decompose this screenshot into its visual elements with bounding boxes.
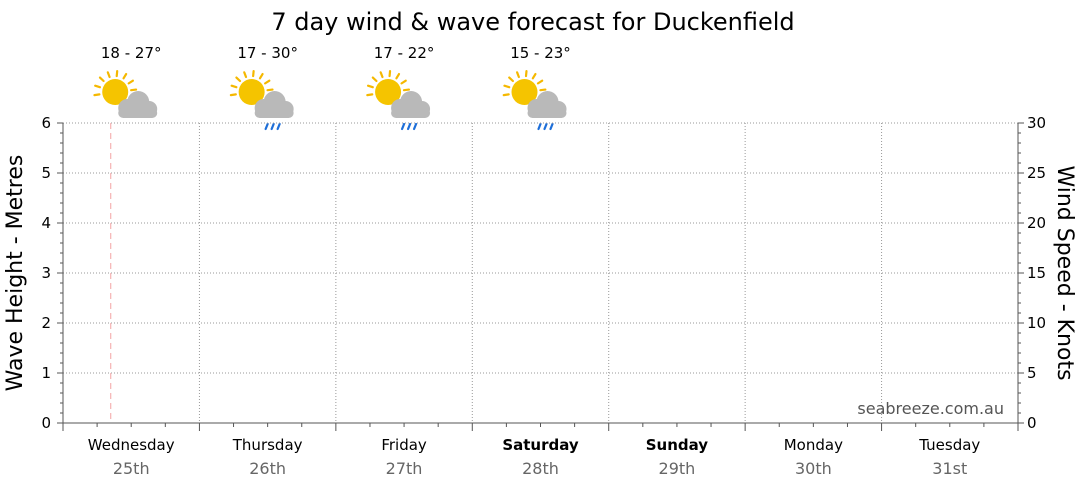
- sun-ray: [539, 88, 547, 92]
- sun-ray: [235, 76, 242, 83]
- cloud-base: [527, 108, 567, 118]
- day-name-label: Wednesday: [88, 436, 175, 454]
- cloud-base: [391, 108, 431, 118]
- right-tick-label: 30: [1027, 114, 1046, 132]
- cloud-base: [254, 108, 294, 118]
- day-date-label: 30th: [795, 459, 832, 478]
- watermark: seabreeze.com.au: [857, 399, 1004, 418]
- day-date-label: 28th: [522, 459, 559, 478]
- sun-ray: [130, 88, 138, 92]
- sun-ray: [395, 72, 401, 80]
- sun-ray: [258, 72, 264, 80]
- rain-drop: [276, 122, 281, 131]
- partly-cloudy-rain-icon: [502, 69, 567, 131]
- sun-ray: [508, 76, 514, 83]
- partly-cloudy-icon: [93, 69, 158, 118]
- chart-grid: [63, 122, 1018, 423]
- sun-ray: [503, 84, 511, 89]
- sun-ray: [379, 71, 384, 79]
- sun-ray: [243, 71, 248, 79]
- day-name-label: Saturday: [502, 436, 579, 454]
- cloud-base: [118, 108, 158, 118]
- rain-drop: [412, 122, 418, 131]
- temperature-range: 18 - 27°: [101, 44, 162, 62]
- rain-drop: [406, 122, 412, 131]
- cloud-icon: [527, 91, 567, 131]
- day-labels: Wednesday 25th Thursday 26th Friday 27th Satur…: [88, 436, 981, 478]
- day-date-label: 31st: [932, 459, 967, 478]
- sun-icon: [238, 79, 265, 105]
- sun-icon: [511, 79, 538, 105]
- sun-ray: [229, 93, 237, 97]
- right-tick-label: 10: [1027, 314, 1046, 332]
- rain-drop: [270, 122, 275, 131]
- rain-drop: [549, 122, 554, 131]
- sun-ray: [106, 71, 111, 79]
- left-tick-label: 0: [41, 414, 51, 432]
- sun-ray: [122, 72, 128, 80]
- sun-ray: [98, 76, 105, 83]
- day-date-label: 27th: [386, 459, 423, 478]
- temperature-range: 17 - 22°: [374, 44, 435, 62]
- sun-ray: [264, 79, 271, 85]
- daily-forecast-row: 18 - 27° 17 - 30° 17 - 22° 15 - 23°: [93, 44, 571, 131]
- left-axis-title: Wave Height - Metres: [3, 155, 28, 392]
- sun-ray: [531, 72, 537, 80]
- day-name-label: Monday: [784, 436, 843, 454]
- forecast-item: 17 - 30°: [229, 44, 298, 131]
- right-axis-title: Wind Speed - Knots: [1052, 165, 1077, 380]
- day-date-label: 29th: [659, 459, 696, 478]
- sun-ray: [371, 76, 378, 83]
- forecast-item: 18 - 27°: [93, 44, 162, 118]
- chart-title: 7 day wind & wave forecast for Duckenfie…: [271, 8, 794, 36]
- left-tick-label: 1: [41, 364, 51, 382]
- left-tick-label: 4: [41, 214, 51, 232]
- cloud-icon: [118, 91, 158, 118]
- day-name-label: Sunday: [646, 436, 709, 454]
- sun-ray: [400, 79, 407, 85]
- left-tick-label: 3: [41, 264, 51, 282]
- right-tick-label: 15: [1027, 264, 1046, 282]
- right-tick-label: 20: [1027, 214, 1046, 232]
- day-name-label: Friday: [381, 436, 427, 454]
- sun-icon: [375, 79, 402, 105]
- partly-cloudy-rain-icon: [229, 69, 294, 131]
- right-tick-label: 0: [1027, 414, 1037, 432]
- sun-ray: [94, 84, 102, 89]
- partly-cloudy-rain-icon: [366, 69, 431, 131]
- day-date-label: 26th: [249, 459, 286, 478]
- sun-icon: [102, 79, 129, 105]
- sun-ray: [536, 79, 544, 85]
- day-date-label: 25th: [113, 459, 150, 478]
- sun-ray: [366, 84, 374, 89]
- left-tick-label: 2: [41, 314, 51, 332]
- sun-ray: [516, 71, 520, 79]
- sun-ray: [230, 84, 238, 89]
- day-name-label: Tuesday: [918, 436, 980, 454]
- chart-axes: 0 1 2 3 4 5 6 0 5 10 15 20 25 30: [41, 114, 1046, 432]
- sun-ray: [266, 88, 274, 92]
- right-tick-label: 5: [1027, 364, 1037, 382]
- rain-drop: [400, 122, 406, 131]
- forecast-item: 17 - 22°: [366, 44, 435, 131]
- left-tick-label: 5: [41, 164, 51, 182]
- day-name-label: Thursday: [232, 436, 303, 454]
- left-tick-label: 6: [41, 114, 51, 132]
- rain-drop: [543, 122, 548, 131]
- rain-drop: [264, 122, 269, 131]
- right-tick-label: 25: [1027, 164, 1046, 182]
- sun-ray: [93, 93, 101, 97]
- rain-drop: [537, 122, 542, 131]
- forecast-item: 15 - 23°: [502, 44, 571, 131]
- cloud-icon: [391, 91, 431, 131]
- temperature-range: 17 - 30°: [237, 44, 298, 62]
- cloud-icon: [254, 91, 294, 131]
- sun-ray: [366, 93, 374, 97]
- sun-ray: [502, 93, 510, 97]
- sun-ray: [127, 79, 135, 85]
- temperature-range: 15 - 23°: [510, 44, 571, 62]
- sun-ray: [402, 88, 411, 92]
